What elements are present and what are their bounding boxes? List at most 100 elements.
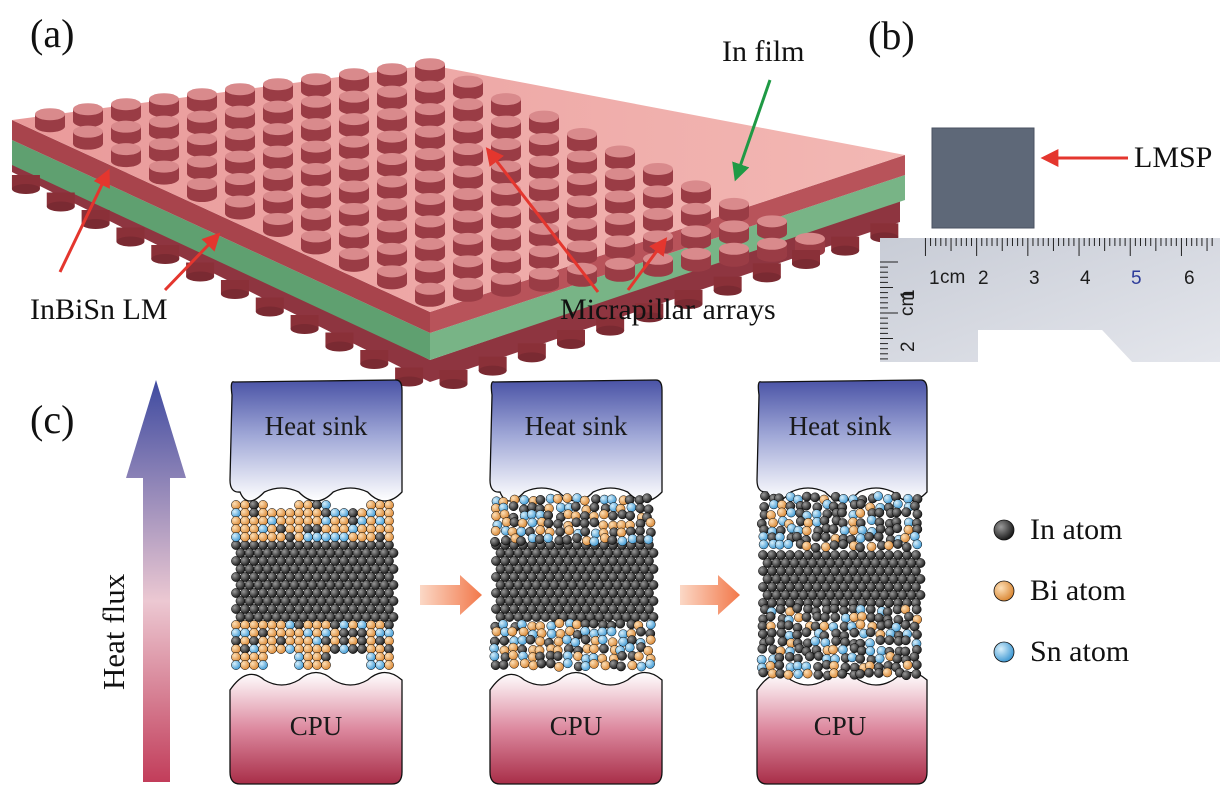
bi-atom xyxy=(552,493,563,504)
in-atom xyxy=(897,558,908,568)
in-atom xyxy=(848,566,858,576)
in-atom xyxy=(357,604,367,614)
pillar xyxy=(643,185,673,210)
sn-atom xyxy=(312,532,322,542)
sn-atom xyxy=(786,507,796,518)
in-atom xyxy=(235,548,246,558)
lmsp-label: LMSP xyxy=(1134,141,1213,174)
sn-atom xyxy=(330,532,340,542)
pillar xyxy=(567,172,597,197)
pillar xyxy=(415,170,445,195)
in-atom xyxy=(540,548,551,558)
in-atom xyxy=(543,518,554,529)
in-atom xyxy=(231,588,241,598)
in-atom xyxy=(271,596,282,606)
pillar xyxy=(567,262,597,287)
in-atom xyxy=(617,556,627,566)
in-atom xyxy=(388,596,399,606)
sn-atom xyxy=(783,539,794,549)
in-atom xyxy=(884,582,894,592)
in-atom xyxy=(843,574,854,584)
in-atom xyxy=(271,612,282,622)
in-atom xyxy=(758,667,769,678)
in-atom xyxy=(812,582,822,592)
in-atom xyxy=(518,572,528,582)
in-atom xyxy=(285,532,295,542)
in-atom xyxy=(572,572,582,582)
in-atom xyxy=(821,582,831,592)
pillar xyxy=(377,242,407,267)
in-atom xyxy=(635,503,646,514)
sn-atom xyxy=(774,539,785,550)
in-atom xyxy=(549,580,560,590)
in-atom xyxy=(509,588,519,598)
in-atom xyxy=(384,604,394,614)
pillar xyxy=(567,128,597,153)
heat-flux-label: Heat flux xyxy=(96,573,131,690)
atom-layer xyxy=(756,491,926,681)
in-atom xyxy=(572,556,582,566)
bi-atom xyxy=(507,626,518,637)
in-atom xyxy=(812,598,822,608)
in-atom xyxy=(579,518,590,529)
pillar xyxy=(35,108,65,133)
in-atom xyxy=(504,564,515,574)
pillar xyxy=(263,123,293,148)
in-atom xyxy=(500,604,510,614)
in-atom xyxy=(294,572,304,582)
in-atom xyxy=(767,582,777,592)
in-atom xyxy=(267,556,277,566)
bi-atom xyxy=(554,618,565,629)
pillar xyxy=(681,225,711,250)
pillar xyxy=(377,130,407,155)
sn-atom xyxy=(562,634,572,645)
heat-sink-block xyxy=(756,379,928,502)
in-atom xyxy=(855,542,865,553)
in-atom xyxy=(334,612,345,622)
in-atom xyxy=(888,574,899,584)
bi-atom xyxy=(589,643,599,654)
in-atom xyxy=(581,572,591,582)
bi-atom xyxy=(312,660,322,670)
in-atom xyxy=(348,644,358,654)
bi-atom xyxy=(491,626,502,637)
in-atom xyxy=(626,604,636,614)
in-atom xyxy=(339,588,349,598)
in-atom xyxy=(545,556,555,566)
in-atom xyxy=(825,558,836,568)
bi-atom xyxy=(535,636,545,647)
bi-atom xyxy=(519,658,530,669)
in-atom xyxy=(357,556,367,566)
in-atom xyxy=(572,533,582,543)
in-atom xyxy=(599,604,609,614)
in-atom xyxy=(576,580,587,590)
pillar xyxy=(339,68,369,93)
bi-atom xyxy=(491,511,501,521)
in-atom xyxy=(240,556,250,566)
sn-atom xyxy=(597,634,608,645)
in-atom xyxy=(794,566,804,576)
pillar xyxy=(339,180,369,205)
heat-sink-block xyxy=(229,379,403,502)
in-atom xyxy=(518,588,528,598)
in-atom xyxy=(599,588,609,598)
stage-2-cpu-label: CPU xyxy=(550,711,603,741)
sn-atom xyxy=(555,502,566,513)
in-atom xyxy=(855,669,865,679)
pillar xyxy=(263,212,293,237)
in-atom xyxy=(491,556,501,566)
in-atom xyxy=(794,582,804,592)
sn-atom xyxy=(873,491,883,501)
in-atom xyxy=(893,566,903,576)
in-atom xyxy=(648,564,659,574)
bi-atom xyxy=(900,533,910,543)
in-atom xyxy=(545,658,556,669)
sn-atom xyxy=(366,660,376,670)
in-atom xyxy=(848,582,858,592)
pillar xyxy=(439,370,468,389)
in-atom xyxy=(545,604,555,614)
bi-atom xyxy=(528,660,539,671)
pillar xyxy=(567,150,597,175)
pillar xyxy=(605,145,635,170)
in-atom xyxy=(289,580,300,590)
